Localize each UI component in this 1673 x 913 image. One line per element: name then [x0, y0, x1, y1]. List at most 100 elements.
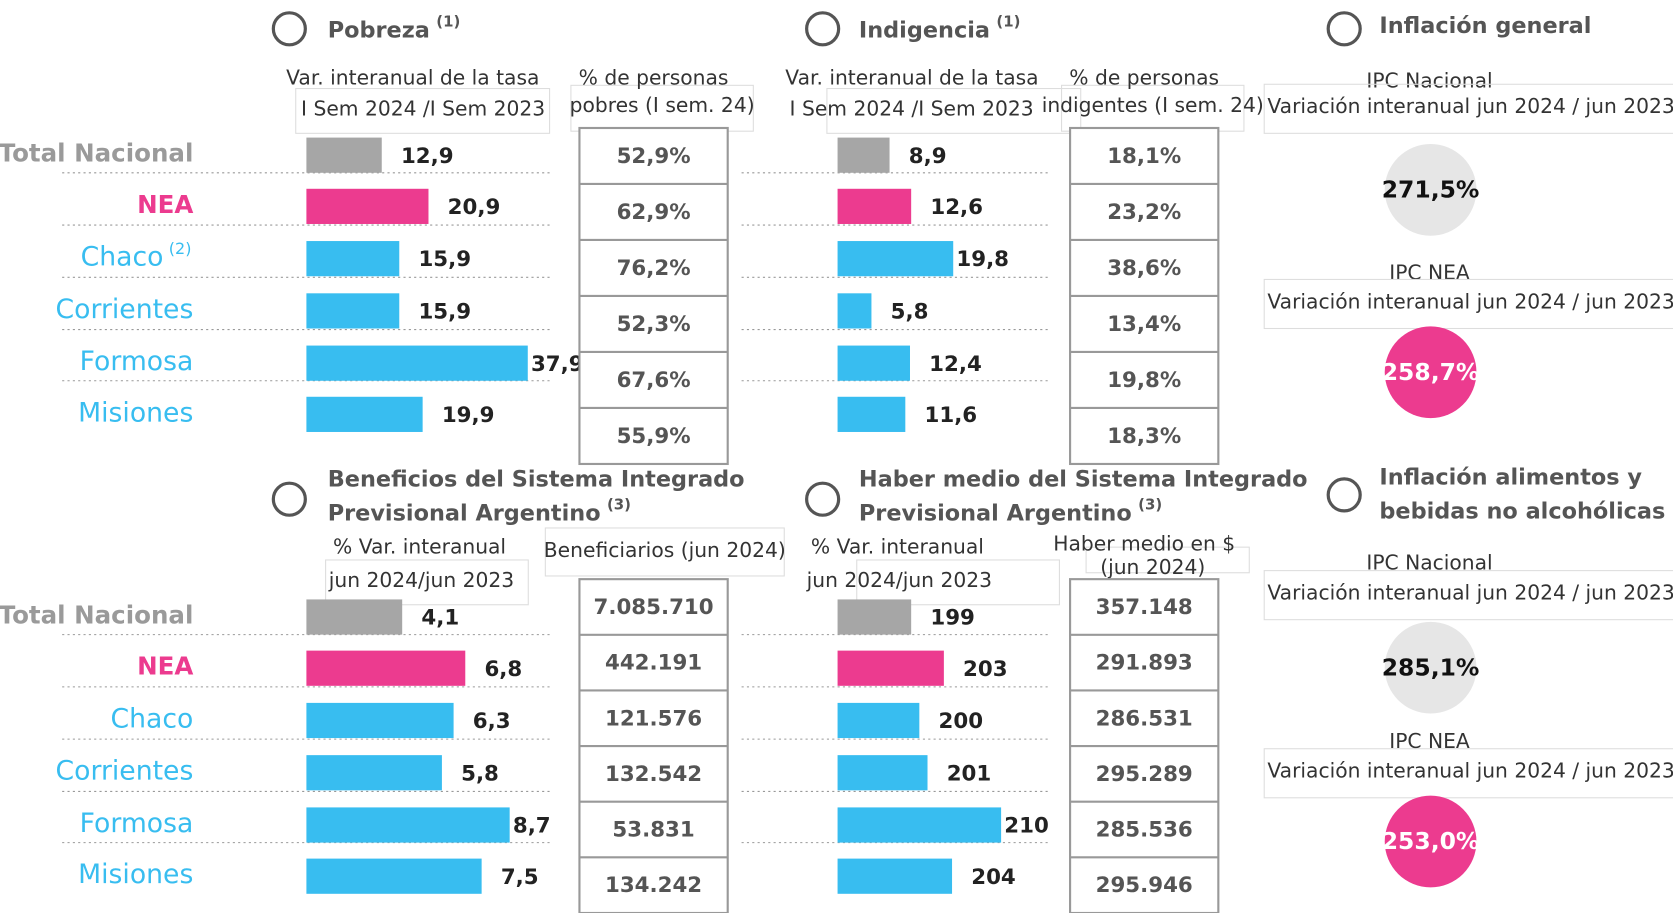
bar-value-label: 6,8 — [484, 657, 522, 682]
bar — [306, 599, 403, 635]
bar-value-label: 204 — [971, 865, 1016, 890]
header-box — [1263, 748, 1673, 799]
panel-title: Beneficios del Sistema Integrado — [328, 466, 745, 492]
table-cell: 67,6% — [617, 368, 691, 393]
panel-title: Previsional Argentino — [328, 501, 601, 527]
table-cell: 38,6% — [1107, 256, 1181, 281]
bar — [837, 807, 1002, 843]
region-label: Chaco — [111, 703, 194, 734]
bar — [837, 650, 944, 686]
panel-note: (1) — [436, 12, 460, 30]
bar — [837, 755, 928, 791]
radio-icon — [271, 481, 307, 517]
table-cell: 52,3% — [617, 312, 691, 337]
bar — [837, 188, 912, 224]
bar-value-label: 8,9 — [909, 144, 947, 169]
bar-value-label: 210 — [1004, 814, 1049, 839]
bar — [837, 345, 910, 381]
region-label: Chaco — [81, 242, 164, 273]
bar-header: Var. interanual de la tasa — [785, 65, 1038, 89]
table-cell: 357.148 — [1096, 595, 1193, 620]
header-box — [1263, 83, 1673, 134]
bar — [306, 345, 528, 381]
table-cell: 121.576 — [605, 706, 702, 731]
region-label: Misiones — [78, 859, 193, 890]
ipc-value: 258,7% — [1382, 358, 1480, 386]
table-header: % de personas — [579, 65, 729, 89]
bar-value-label: 200 — [939, 709, 984, 734]
bar — [306, 755, 442, 791]
bar-value-label: 4,1 — [421, 606, 459, 631]
table-header: % de personas — [1069, 65, 1219, 89]
bar — [306, 396, 423, 432]
radio-icon — [1326, 11, 1362, 47]
table-cell: 295.289 — [1096, 762, 1193, 787]
table-cell: 76,2% — [617, 256, 691, 281]
bar-value-label: 7,5 — [501, 865, 539, 890]
inflation-title: Inflación alimentos y — [1379, 464, 1642, 490]
bar-value-label: 8,7 — [513, 814, 551, 839]
panel-title: Haber medio del Sistema Integrado — [859, 466, 1308, 492]
bar-value-label: 15,9 — [418, 247, 471, 272]
ipc-circle — [1384, 621, 1477, 714]
ipc-sub: Variación interanual jun 2024 / jun 2023 — [1267, 289, 1673, 313]
table-header: pobres (I sem. 24) — [570, 93, 755, 117]
table-cell: 52,9% — [617, 144, 691, 169]
ipc-sub: Variación interanual jun 2024 / jun 2023 — [1267, 94, 1673, 118]
panel-title: Pobreza — [328, 17, 430, 43]
bar — [837, 137, 890, 173]
region-label: NEA — [137, 190, 193, 219]
header-box — [325, 559, 529, 606]
bar-value-label: 5,8 — [891, 300, 929, 325]
table-header: Haber medio en $ — [1053, 532, 1235, 556]
ipc-label: IPC NEA — [1389, 261, 1470, 285]
ipc-circle — [1384, 326, 1477, 419]
panel-note: (3) — [607, 496, 631, 514]
ipc-value: 285,1% — [1382, 653, 1480, 681]
bar — [306, 188, 429, 224]
panel-title: Previsional Argentino — [859, 501, 1132, 527]
header-box — [856, 559, 1060, 606]
ipc-sub: Variación interanual jun 2024 / jun 2023 — [1267, 581, 1673, 605]
panel-note: (1) — [996, 12, 1020, 30]
header-box — [1085, 546, 1250, 574]
bar-header: Var. interanual de la tasa — [286, 65, 539, 89]
radio-icon — [805, 11, 841, 47]
bar-value-label: 201 — [947, 761, 992, 786]
header-box — [1263, 278, 1673, 330]
region-label: Total Nacional — [0, 139, 193, 168]
region-label: NEA — [137, 652, 193, 681]
bar — [306, 807, 510, 843]
bar-value-label: 11,6 — [925, 403, 978, 428]
bar — [306, 293, 400, 329]
inflation-title: bebidas no alcohólicas — [1379, 498, 1665, 524]
bar — [837, 396, 906, 432]
bar-header: jun 2024/jun 2023 — [328, 568, 514, 592]
bar — [837, 702, 920, 739]
table-cell: 55,9% — [617, 424, 691, 449]
bar-header: % Var. interanual — [333, 535, 506, 559]
table-cell: 291.893 — [1096, 651, 1193, 676]
bar-value-label: 199 — [930, 606, 975, 631]
bar-value-label: 20,9 — [448, 195, 501, 220]
ipc-sub: Variación interanual jun 2024 / jun 2023 — [1267, 759, 1673, 783]
bar-value-label: 12,6 — [930, 195, 983, 220]
table-cell: 18,3% — [1107, 424, 1181, 449]
table-cell: 18,1% — [1107, 144, 1181, 169]
table-cell: 134.242 — [605, 873, 702, 898]
ipc-value: 271,5% — [1382, 175, 1480, 203]
ipc-label: IPC Nacional — [1366, 69, 1492, 93]
panel-note: (3) — [1138, 496, 1162, 514]
table-cell: 7.085.710 — [594, 595, 714, 620]
panel-title: Indigencia — [859, 17, 990, 43]
inflation-title: Inflación general — [1379, 13, 1591, 39]
ipc-circle — [1384, 143, 1477, 236]
bar — [837, 241, 954, 277]
table-cell: 442.191 — [605, 651, 702, 676]
region-label: Corrientes — [56, 294, 194, 325]
table-cell: 286.531 — [1096, 706, 1193, 731]
radio-icon — [1326, 477, 1362, 513]
bar — [837, 599, 912, 635]
header-box — [544, 527, 785, 577]
